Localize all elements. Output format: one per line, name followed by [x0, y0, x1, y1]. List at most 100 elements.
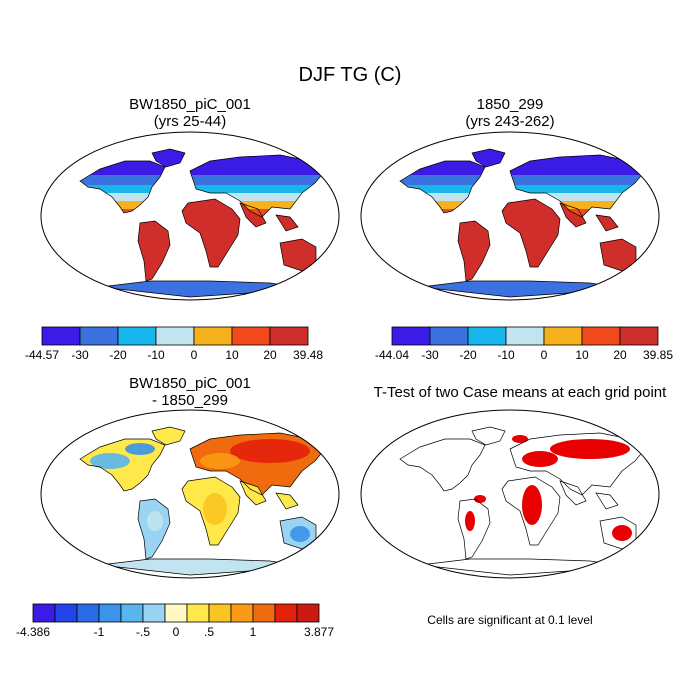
m2-land-arabiaIndia	[560, 203, 586, 227]
m2-land-australia	[600, 239, 636, 271]
m4-frame	[360, 409, 660, 579]
m4-sig-0	[550, 439, 630, 459]
cb3-swatch-10	[252, 603, 276, 623]
m3-anom-2	[90, 453, 130, 469]
m2-coast-eurasia	[509, 154, 646, 218]
m1-coast-seAsia	[275, 214, 299, 232]
m1-band-1	[80, 175, 325, 185]
cb1-swatch-3	[155, 326, 195, 346]
cb2-tick-label: -30	[421, 348, 439, 362]
cb2-tick-label: -44.04	[374, 348, 410, 362]
cb1-tick-label: 10	[225, 348, 239, 362]
colorbar-panel-3	[32, 603, 320, 623]
cb2-swatch-2	[467, 326, 507, 346]
cb3-swatch-9	[230, 603, 254, 623]
cb3-tick-label: 0	[172, 625, 180, 639]
map-panel-3	[40, 409, 340, 579]
m2-land-africa	[502, 199, 560, 267]
m4-sig-2	[522, 485, 542, 525]
cb3-tick-label: 1	[249, 625, 257, 639]
m1-land-australia	[280, 239, 316, 271]
colorbar-panel-2	[391, 326, 659, 346]
m3-coast-southAmerica	[137, 498, 171, 560]
panel-1-title-line1: BW1850_piC_001	[129, 96, 251, 113]
cb2-swatch-4	[543, 326, 583, 346]
m1-coast-northAmerica	[79, 160, 166, 214]
cb3-swatch-0	[32, 603, 56, 623]
m4-land-greenland	[472, 427, 505, 445]
m1-coast-arabiaIndia	[239, 202, 267, 228]
m2-coast-antarctica	[419, 280, 629, 298]
panel-2-title-line2: (yrs 243-262)	[465, 113, 555, 130]
m1-land-antarctica	[100, 281, 308, 297]
m4-coast-arabiaIndia	[559, 480, 587, 506]
m3-land-arabiaIndia	[240, 481, 266, 505]
m2-land-antarctica	[420, 281, 628, 297]
m2-coast-seAsia	[595, 214, 619, 232]
cb1-tick-label: -30	[71, 348, 89, 362]
cb3-tick-label: -4.386	[15, 625, 51, 639]
m4-sig-4	[465, 511, 475, 531]
m4-sig-6	[474, 495, 486, 503]
m4-land-southAmerica	[458, 499, 490, 559]
m4-coast-eurasia	[509, 432, 646, 496]
cb2-swatch-3	[505, 326, 545, 346]
panel-1-title: BW1850_piC_001 (yrs 25-44)	[40, 96, 340, 130]
m1-band-2	[80, 185, 325, 193]
cb3-tick-label: -.5	[135, 625, 151, 639]
cb1-swatch-6	[269, 326, 309, 346]
cb1-swatch-5	[231, 326, 271, 346]
panel-4-title: T-Test of two Case means at each grid po…	[345, 384, 695, 401]
m2-frame	[360, 131, 660, 301]
m3-anom-3	[125, 443, 155, 455]
panel-2-title-line1: 1850_299	[476, 96, 544, 113]
m4-land-seAsia	[596, 493, 618, 509]
m1-land-africa	[182, 199, 240, 267]
m2-coast-northAmerica	[399, 160, 486, 214]
panel-3-title-line2: - 1850_299	[152, 392, 228, 409]
cb3-swatch-7	[186, 603, 210, 623]
m1-land-seAsia	[276, 215, 298, 231]
m3-anom-6	[147, 511, 163, 531]
panel-4-title-line1: T-Test of two Case means at each grid po…	[373, 384, 667, 401]
m3-frame	[40, 409, 340, 579]
m4-coast-africa	[501, 476, 561, 546]
m2-coast-arabiaIndia	[559, 202, 587, 228]
cb3-swatch-2	[76, 603, 100, 623]
cb2-tick-label: 20	[613, 348, 627, 362]
map-panel-2	[360, 131, 660, 301]
cb1-tick-label: -44.57	[24, 348, 60, 362]
cb2-tick-label: 0	[540, 348, 548, 362]
cb3-tick-label: 3.877	[303, 625, 335, 639]
m2-band-1	[400, 175, 645, 185]
significance-note: Cells are significant at 0.1 level	[427, 613, 593, 627]
m3-coast-africa	[181, 476, 241, 546]
panel-2-title: 1850_299 (yrs 243-262)	[360, 96, 660, 130]
panel-3-title-line1: BW1850_piC_001	[129, 375, 251, 392]
map-panel-4	[360, 409, 660, 579]
m4-sig-5	[512, 435, 528, 443]
m4-sig-3	[612, 525, 632, 541]
cb2-swatch-5	[581, 326, 621, 346]
m1-coast-greenland	[151, 148, 186, 168]
cb2-tick-label: -20	[459, 348, 477, 362]
cb3-swatch-4	[120, 603, 144, 623]
m1-coast-southAmerica	[137, 220, 171, 282]
m1-land-southAmerica	[138, 221, 170, 281]
m2-land-southAmerica	[458, 221, 490, 281]
cb1-swatch-1	[79, 326, 119, 346]
m2-coast-africa	[501, 198, 561, 268]
m2-coast-greenland	[471, 148, 506, 168]
m2-land-seAsia	[596, 215, 618, 231]
m3-coast-northAmerica	[79, 438, 166, 492]
cb2-tick-label: 39.85	[642, 348, 674, 362]
m4-land-northAmerica	[400, 439, 485, 491]
m2-coast-southAmerica	[457, 220, 491, 282]
m3-coast-antarctica	[99, 558, 309, 576]
m4-sig-1	[522, 451, 558, 467]
m3-anom-5	[290, 526, 310, 542]
m4-coast-greenland	[471, 426, 506, 446]
cb3-swatch-6	[164, 603, 188, 623]
m3-coast-eurasia	[189, 432, 326, 496]
m4-coast-antarctica	[419, 558, 629, 576]
